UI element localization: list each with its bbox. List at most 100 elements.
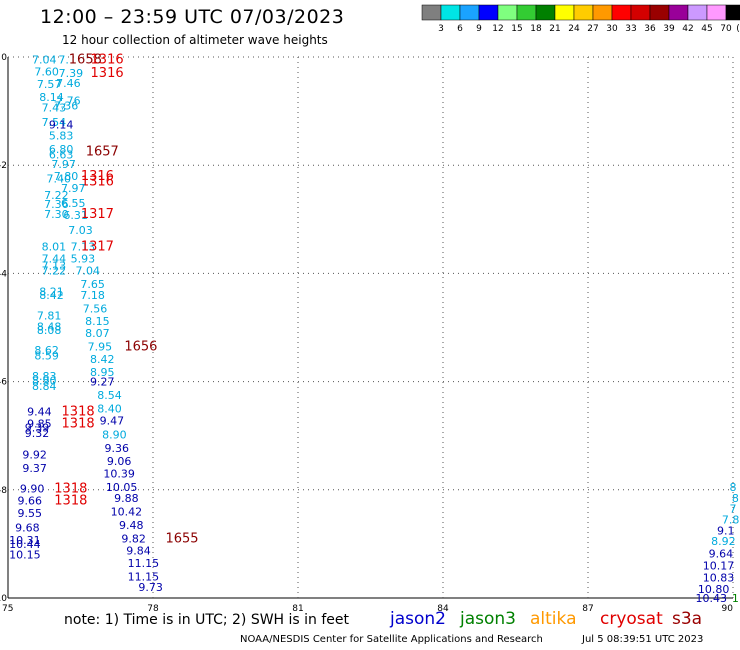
colorbar-label: 9 bbox=[476, 24, 482, 34]
colorbar-swatch bbox=[497, 4, 518, 21]
colorbar-label: 18 bbox=[530, 24, 542, 34]
wave-height-label: 9.48 bbox=[119, 519, 144, 532]
wave-height-label: 5.93 bbox=[71, 252, 96, 265]
footer-timestamp: Jul 5 08:39:51 UTC 2023 bbox=[582, 634, 704, 645]
wave-height-label: 1 bbox=[732, 592, 739, 605]
wave-height-label: 9.92 bbox=[22, 449, 47, 462]
y-tick-label: -2 bbox=[0, 161, 7, 171]
wave-height-label: 9.1 bbox=[717, 524, 735, 537]
x-tick-label: 81 bbox=[292, 604, 303, 614]
x-tick-label: 78 bbox=[147, 604, 159, 614]
wave-height-label: 9.14 bbox=[49, 119, 74, 132]
wave-height-label: 9.84 bbox=[126, 544, 151, 557]
wave-height-label: 10.17 bbox=[703, 560, 735, 573]
wave-height-label: 8.83 bbox=[32, 370, 57, 383]
wave-height-label: 8.07 bbox=[85, 327, 110, 340]
wave-height-label: 9.27 bbox=[90, 376, 115, 389]
wave-height-label: 10.15 bbox=[9, 549, 41, 562]
colorbar-label: 6 bbox=[457, 24, 463, 34]
colorbar-label: 45 bbox=[701, 24, 712, 34]
colorbar-swatch bbox=[440, 4, 461, 21]
wave-height-label: 7 bbox=[730, 503, 737, 516]
colorbar-label: 39 bbox=[663, 24, 675, 34]
wave-height-label: 7.65 bbox=[80, 278, 105, 291]
wave-height-label: 6.31 bbox=[63, 209, 88, 222]
wave-height-label: 7.81 bbox=[37, 310, 62, 323]
wave-height-label: 1317 bbox=[81, 207, 114, 222]
wave-height-label: 9.06 bbox=[107, 455, 132, 468]
colorbar-swatch bbox=[687, 4, 708, 21]
wave-height-label: 8.62 bbox=[34, 344, 59, 357]
colorbar-swatch bbox=[725, 4, 740, 21]
wave-height-label: 5.83 bbox=[49, 129, 74, 142]
colorbar-swatch bbox=[630, 4, 651, 21]
x-tick-label: 90 bbox=[722, 604, 734, 614]
wave-height-label: 7.56 bbox=[83, 303, 108, 316]
wave-height-label: 8.08 bbox=[37, 324, 62, 337]
wave-height-label: 9.44 bbox=[27, 405, 52, 418]
wave-height-label: 7.30 bbox=[44, 208, 69, 221]
wave-height-label: 7. bbox=[58, 54, 69, 67]
wave-height-label: 11.15 bbox=[128, 570, 160, 583]
wave-height-label: 10.05 bbox=[106, 481, 138, 494]
wave-height-label: 8.14 bbox=[39, 91, 64, 104]
colorbar-swatch bbox=[478, 4, 499, 21]
wave-height-label: 10.42 bbox=[111, 505, 143, 518]
wave-height-label: 1316 bbox=[81, 174, 114, 189]
colorbar-swatch bbox=[554, 4, 575, 21]
x-tick-label: 87 bbox=[582, 604, 593, 614]
wave-height-label: 9.55 bbox=[18, 507, 43, 520]
wave-height-label: 7.80 bbox=[54, 170, 79, 183]
wave-height-label: 7.13 bbox=[42, 259, 67, 272]
wave-height-label: 1316 bbox=[91, 53, 124, 68]
wave-height-label: 7.04 bbox=[76, 265, 101, 278]
wave-height-label: 7.60 bbox=[34, 66, 59, 79]
x-tick-label: 75 bbox=[2, 604, 13, 614]
wave-height-label: 10.44 bbox=[9, 538, 41, 551]
colorbar-label: 12 bbox=[492, 24, 503, 34]
wave-height-label: 10.83 bbox=[703, 571, 735, 584]
colorbar-label: 24 bbox=[568, 24, 580, 34]
legend-jason3: jason3 bbox=[460, 609, 516, 629]
y-tick-label: 0 bbox=[1, 53, 7, 63]
wave-height-label: 10.31 bbox=[9, 534, 41, 547]
wave-height-label: 7.36 bbox=[44, 198, 69, 211]
wave-height-label: 8.48 bbox=[37, 320, 62, 333]
wave-height-label: 1655 bbox=[165, 531, 198, 546]
axis-ticks: 0 -2 -4 -6 -8 -1075 78 81 84 87 90 bbox=[0, 53, 733, 614]
wave-height-label: 9.88 bbox=[114, 492, 139, 505]
note-text: note: 1) Time is in UTC; 2) SWH is in fe… bbox=[64, 612, 350, 628]
colorbar-unit: (ft) bbox=[736, 24, 740, 34]
colorbar-swatch bbox=[592, 4, 613, 21]
x-tick-label: 84 bbox=[437, 604, 449, 614]
wave-height-label: 8.42 bbox=[39, 289, 64, 302]
legend-altika: altika bbox=[530, 609, 577, 629]
wave-height-label: 9.64 bbox=[709, 548, 734, 561]
wave-height-label: 9.36 bbox=[105, 442, 130, 455]
wave-height-label: 8.01 bbox=[42, 240, 67, 253]
wave-height-label: 9.82 bbox=[121, 532, 146, 545]
wave-height-label: 7.03 bbox=[68, 224, 93, 237]
colorbar-label: 36 bbox=[644, 24, 656, 34]
colorbar-swatch bbox=[573, 4, 594, 21]
wave-height-label: 9.37 bbox=[22, 462, 47, 475]
colorbar-label: 3 bbox=[438, 24, 444, 34]
wave-height-label: 9.85 bbox=[27, 417, 52, 430]
wave-height-label: 8.21 bbox=[39, 285, 64, 298]
colorbar-swatch bbox=[459, 4, 480, 21]
wave-height-label: 10.80 bbox=[698, 583, 730, 596]
wave-height-label: 10.43 bbox=[696, 592, 728, 605]
wave-height-label: 7.40 bbox=[47, 173, 72, 186]
wave-height-label: 7.36 bbox=[54, 100, 79, 113]
wave-height-label: 7.8 bbox=[722, 514, 740, 527]
wave-height-label: 8.95 bbox=[90, 366, 115, 379]
colorbar-swatch bbox=[535, 4, 556, 21]
wave-height-label: 8.40 bbox=[97, 403, 122, 416]
wave-height-label: 7.97 bbox=[61, 182, 86, 195]
wave-height-label: 8.84 bbox=[32, 380, 57, 393]
wave-height-label: 8 bbox=[730, 481, 737, 494]
wave-height-label: 8.54 bbox=[97, 389, 122, 402]
wave-height-label: 1318 bbox=[62, 416, 95, 431]
